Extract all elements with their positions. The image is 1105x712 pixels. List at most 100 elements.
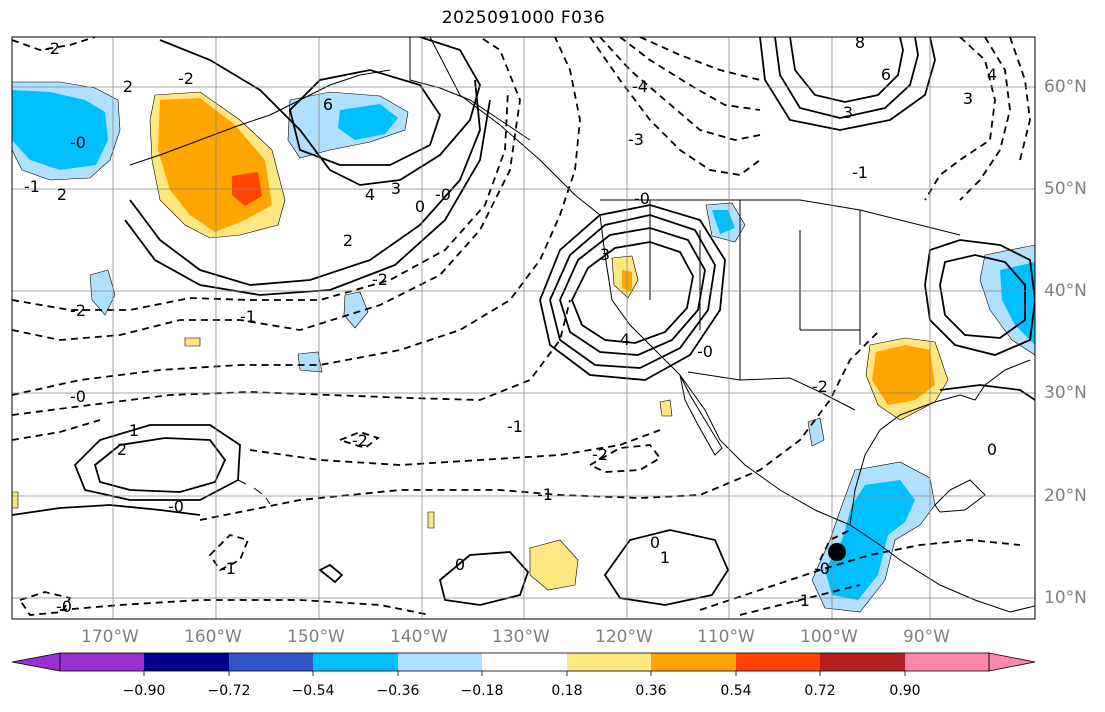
contour-label: 3 bbox=[391, 179, 401, 198]
map-frame bbox=[11, 36, 1036, 620]
location-marker bbox=[828, 543, 846, 561]
contour-label: 1 bbox=[660, 548, 670, 567]
negative-anomaly-core bbox=[825, 480, 915, 600]
positive-contour bbox=[159, 37, 481, 186]
baja-peninsula bbox=[679, 374, 723, 456]
colorbar-min-extension bbox=[11, 652, 61, 672]
yucatan-outline bbox=[934, 479, 986, 513]
negative-contour bbox=[18, 591, 72, 616]
contour-label: -2 bbox=[592, 445, 608, 464]
colorbar-segment bbox=[567, 653, 651, 671]
negative-anomaly-region bbox=[807, 417, 825, 447]
negative-contour bbox=[337, 431, 380, 450]
high-pressure-contour bbox=[571, 241, 694, 344]
longitude-label: 110°W bbox=[697, 627, 755, 647]
negative-contour bbox=[12, 37, 581, 396]
contour-label: -4 bbox=[632, 77, 648, 96]
positive-anomaly-mid bbox=[872, 345, 935, 405]
colorbar-segment bbox=[651, 653, 736, 671]
colorbar-tick-label: −0.36 bbox=[376, 683, 420, 699]
high-pressure-contour bbox=[939, 254, 1026, 339]
positive-anomaly-region bbox=[659, 399, 673, 417]
contour-label: -2 bbox=[70, 301, 86, 320]
contour-label: 4 bbox=[987, 65, 997, 84]
negative-contour bbox=[12, 37, 521, 341]
contour-layer bbox=[12, 37, 1035, 616]
negative-contour bbox=[59, 599, 431, 616]
negative-anomaly-region bbox=[297, 351, 323, 373]
colorbar-segment bbox=[482, 653, 567, 671]
contour-label: 0 bbox=[415, 197, 425, 216]
contour-label: -3 bbox=[628, 130, 644, 149]
negative-anomaly-region bbox=[89, 269, 116, 316]
contour-label: -1 bbox=[507, 417, 523, 436]
colorbar-segment bbox=[229, 653, 313, 671]
gulf-coast bbox=[849, 359, 1031, 526]
longitude-label: 90°W bbox=[903, 627, 950, 647]
negative-contour bbox=[819, 529, 851, 561]
high-pressure-contour bbox=[549, 214, 716, 369]
contour-label: 8 bbox=[855, 33, 865, 52]
contour-label: 2 bbox=[123, 77, 133, 96]
negative-anomaly-core bbox=[338, 104, 398, 140]
contour-label: -2 bbox=[372, 270, 388, 289]
latitude-label: 20°N bbox=[1044, 486, 1087, 506]
colorbar bbox=[11, 652, 1036, 676]
contour-label: -0 bbox=[168, 497, 184, 516]
colorbar-max-extension bbox=[988, 652, 1036, 672]
colorbar-segment bbox=[736, 653, 820, 671]
shaded-anomaly-layer bbox=[12, 81, 1035, 613]
contour-label: -1 bbox=[220, 559, 236, 578]
colorbar-tick-label: 0.36 bbox=[635, 683, 667, 699]
colorbar-segment bbox=[905, 653, 989, 671]
high-pressure-contour bbox=[924, 239, 1035, 356]
contour-label-layer: -2 2 -2 -0 2 -1 6 4 3 2 0 -0 -1 -2 -2 -0… bbox=[24, 33, 997, 616]
colorbar-tick-label: 0.18 bbox=[551, 683, 583, 699]
contour-label: -0 bbox=[814, 559, 830, 578]
contour-label: 4 bbox=[365, 185, 375, 204]
contour-label: 3 bbox=[843, 103, 853, 122]
high-pressure-contour bbox=[539, 204, 726, 381]
positive-contour bbox=[129, 79, 481, 286]
negative-contour bbox=[589, 37, 761, 176]
latitude-label: 30°N bbox=[1044, 383, 1087, 403]
contour-label: 1 bbox=[129, 421, 139, 440]
us-mexico-border bbox=[687, 371, 856, 411]
high-pressure-contour bbox=[559, 227, 706, 356]
contour-label: 3 bbox=[600, 245, 610, 264]
contour-label: 0 bbox=[455, 555, 465, 574]
high-pressure-contour bbox=[774, 37, 919, 119]
state-borders bbox=[649, 200, 861, 380]
latitude-label: 40°N bbox=[1044, 281, 1087, 301]
colorbar-tick-label: −0.54 bbox=[291, 683, 335, 699]
negative-contour bbox=[12, 299, 571, 416]
contour-label: -1 bbox=[24, 177, 40, 196]
colorbar-tick-label: −0.18 bbox=[460, 683, 504, 699]
longitude-label: 140°W bbox=[390, 627, 448, 647]
hawaii-islands bbox=[237, 479, 271, 505]
colorbar-segment bbox=[313, 653, 398, 671]
negative-contour bbox=[12, 37, 96, 51]
negative-contour bbox=[1009, 37, 1031, 161]
contour-label: 6 bbox=[881, 65, 891, 84]
alaska-coast bbox=[409, 37, 531, 141]
zero-contour bbox=[939, 384, 1035, 401]
contour-label: -1 bbox=[852, 163, 868, 182]
negative-contour bbox=[639, 37, 761, 81]
positive-contour bbox=[289, 69, 441, 166]
map-title: 2025091000 F036 bbox=[441, 8, 606, 28]
colorbar-tick-label: −0.90 bbox=[122, 683, 166, 699]
contour-label: -2 bbox=[352, 431, 368, 450]
colorbar-tick-label: 0.72 bbox=[804, 683, 836, 699]
zero-contour bbox=[12, 504, 201, 516]
longitude-label: 120°W bbox=[595, 627, 653, 647]
contour-label: 2 bbox=[343, 231, 353, 250]
positive-anomaly-region bbox=[12, 491, 19, 509]
contour-label: 6 bbox=[323, 95, 333, 114]
negative-anomaly-core bbox=[1000, 262, 1035, 345]
negative-contour bbox=[619, 37, 761, 111]
positive-anomaly-region bbox=[529, 539, 579, 591]
contour-label: -1 bbox=[240, 307, 256, 326]
negative-contour bbox=[249, 429, 661, 466]
